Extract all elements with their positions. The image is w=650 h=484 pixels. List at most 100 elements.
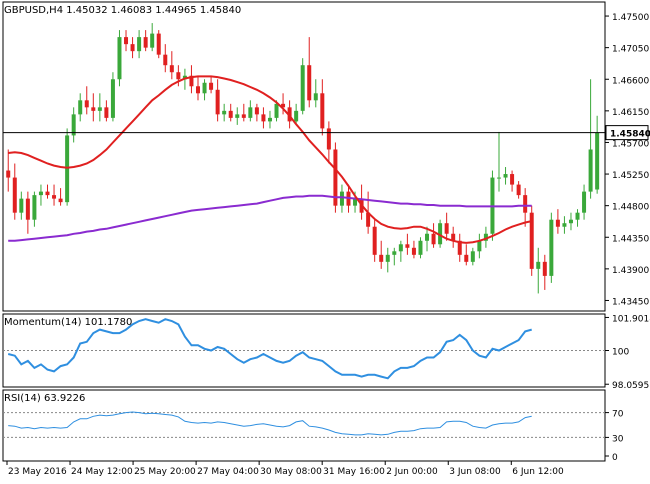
candle-up (418, 240, 423, 255)
candle-down (209, 82, 214, 90)
current-price-tag (605, 125, 649, 141)
y-tick-label: 1.47050 (612, 45, 649, 55)
candle-down (261, 114, 266, 122)
candle-up (97, 107, 102, 111)
candle-down (215, 89, 220, 115)
moving-average-slow (8, 194, 532, 242)
candle-up (438, 223, 443, 245)
candle-up (300, 65, 305, 111)
y-tick-label: 30 (612, 434, 624, 444)
candle-up (267, 117, 272, 122)
x-tick-label: 31 May 16:00 (323, 467, 385, 477)
candle-down (176, 72, 181, 80)
candle-down (84, 100, 89, 108)
y-tick-label: 1.46600 (612, 76, 649, 86)
momentum-header: Momentum(14) 101.1780 (4, 317, 132, 328)
candle-up (110, 79, 115, 118)
candle-up (549, 219, 554, 276)
candle-down (6, 170, 11, 178)
candle-up (483, 233, 488, 241)
y-tick-label: 101.9018 (612, 314, 650, 324)
y-tick-label: 0 (612, 453, 618, 463)
candle-down (464, 254, 469, 262)
candle-down (169, 65, 174, 73)
candle-up (32, 195, 37, 220)
candle-down (189, 75, 194, 87)
candle-up (202, 82, 207, 94)
candle-up (137, 37, 142, 52)
momentum-panel[interactable]: 101.9018 100 98.0595 (2, 313, 650, 391)
price-panel[interactable]: 1.47500 1.47050 1.46600 1.46150 1.45700 1.452… (2, 1, 650, 312)
x-tick-label: 23 May 2016 (8, 467, 67, 477)
candle-up (38, 191, 43, 196)
candle-down (529, 212, 534, 269)
rsi-panel[interactable]: 70 30 0 (2, 389, 624, 463)
candle-down (195, 86, 200, 94)
candle-down (163, 54, 168, 66)
candle-up (568, 219, 573, 224)
x-tick-label: 25 May 20:00 (134, 467, 196, 477)
candle-up (496, 177, 501, 179)
candle-up (274, 103, 279, 118)
candle-up (582, 191, 587, 213)
moving-average-fast (8, 75, 532, 244)
candle-down (45, 191, 50, 196)
candle-down (555, 219, 560, 227)
candle-down (431, 233, 436, 245)
current-price-label: 1.45840 (610, 130, 650, 140)
candle-up (313, 93, 318, 101)
candle-up (536, 261, 541, 269)
candle-up (339, 191, 344, 206)
candle-up (470, 251, 475, 262)
candle-up (385, 254, 390, 262)
candle-down (12, 177, 17, 213)
panel-frame (2, 1, 606, 312)
y-tick-label: 1.44800 (612, 203, 649, 213)
candle-up (150, 33, 155, 48)
candle-down (523, 195, 528, 213)
candle-down (307, 65, 312, 101)
candle-up (353, 198, 358, 206)
candle-down (411, 247, 416, 255)
candle-down (457, 240, 462, 255)
candle-down (91, 107, 96, 111)
rsi-line (8, 411, 532, 436)
candle-down (228, 110, 233, 118)
candle-down (143, 37, 148, 48)
y-tick-label: 1.43450 (612, 297, 649, 307)
candle-down (58, 198, 63, 203)
y-tick-label: 1.46150 (612, 108, 649, 118)
candle-up (235, 114, 240, 118)
candle-down (156, 33, 161, 55)
candle-down (542, 261, 547, 276)
candle-down (405, 244, 410, 248)
candle-up (595, 132, 600, 190)
momentum-line (7, 318, 532, 380)
candle-down (372, 226, 377, 255)
candle-down (130, 44, 135, 52)
candle-up (398, 244, 403, 252)
candle-down (52, 195, 57, 199)
candle-down (333, 149, 338, 206)
candle-up (503, 174, 508, 178)
candle-down (510, 174, 515, 185)
y-tick-label: 100 (612, 348, 629, 358)
x-tick-label: 3 Jun 08:00 (449, 467, 501, 477)
candle-up (425, 233, 430, 241)
candle-up (19, 198, 24, 213)
y-tick-label: 1.47500 (612, 13, 649, 23)
candle-down (104, 107, 109, 118)
x-tick-label: 27 May 04:00 (197, 467, 259, 477)
candle-up (117, 37, 122, 80)
time-axis: 23 May 2016 24 May 12:00 25 May 20:00 27 Ma… (6, 461, 564, 477)
candle-down (451, 233, 456, 241)
price-panel-header: GBPUSD,H4 1.45032 1.46083 1.44965 1.4584… (4, 5, 241, 16)
y-tick-label: 98.0595 (612, 381, 649, 391)
candle-up (392, 251, 397, 255)
candle-down (281, 103, 286, 108)
candle-down (25, 198, 30, 220)
panel-frame (2, 389, 606, 462)
y-tick-label: 70 (612, 410, 624, 420)
candle-down (254, 107, 259, 115)
